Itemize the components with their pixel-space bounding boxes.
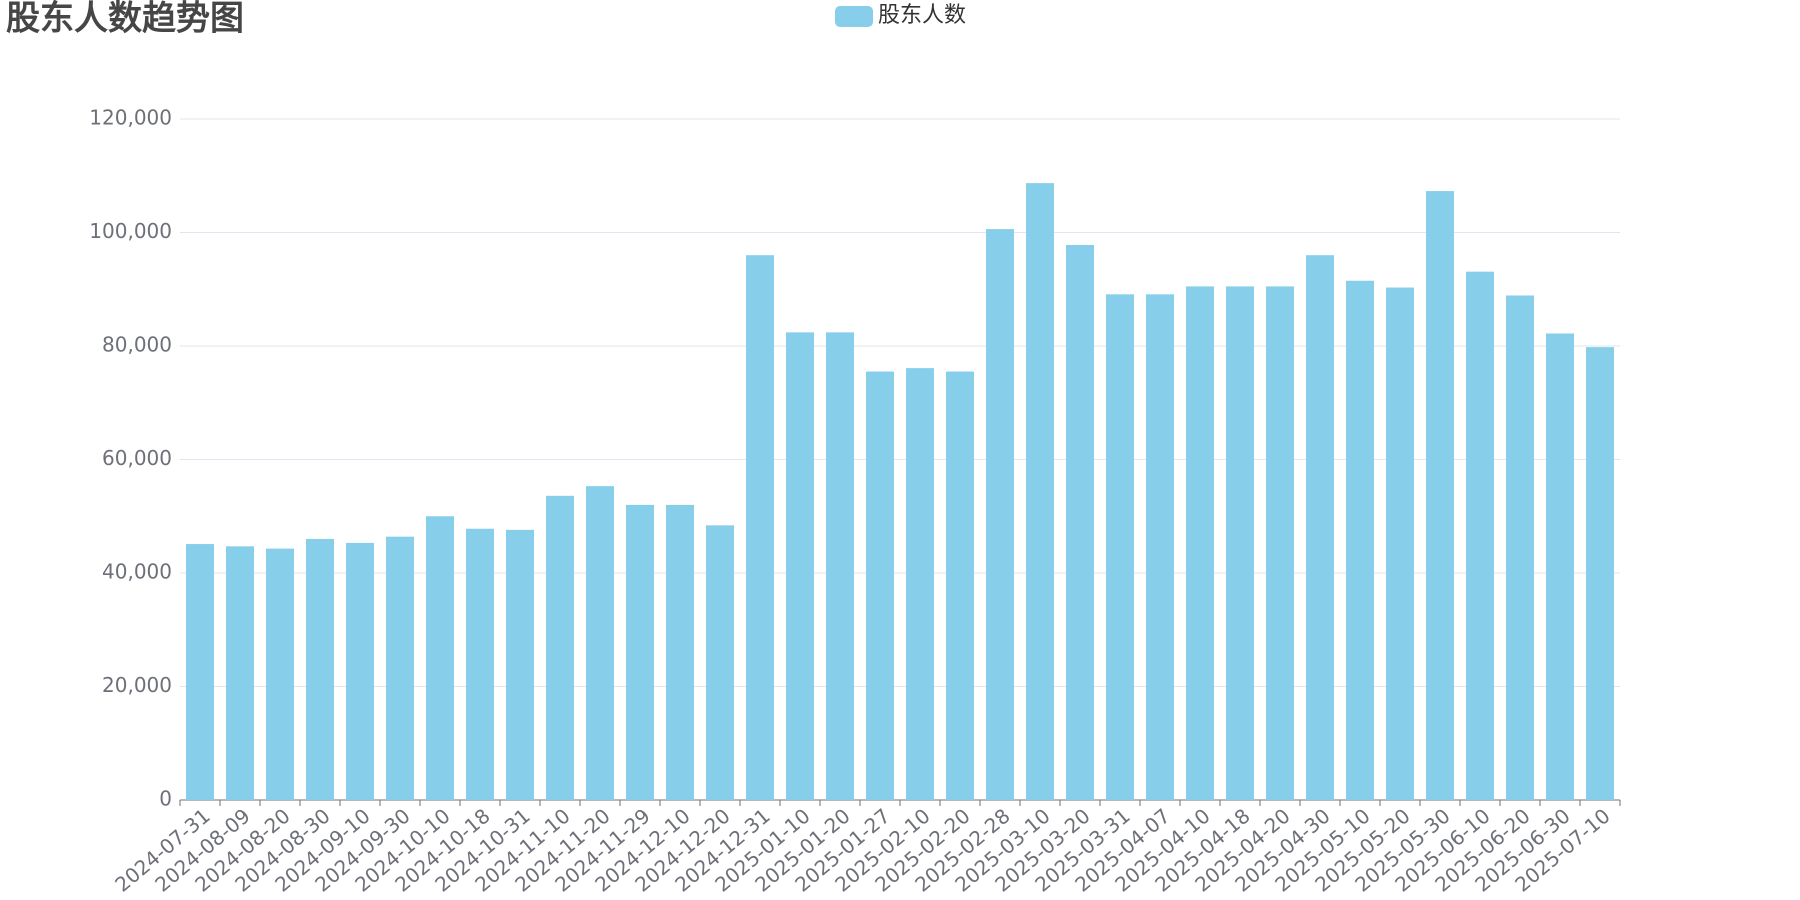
bar bbox=[1146, 294, 1174, 800]
bar bbox=[1586, 347, 1614, 800]
bar bbox=[1106, 294, 1134, 800]
bar bbox=[1066, 244, 1094, 801]
bar bbox=[386, 536, 414, 800]
y-tick-label: 120,000 bbox=[89, 106, 172, 130]
legend-label: 股东人数 bbox=[878, 3, 966, 28]
bar bbox=[1306, 255, 1334, 800]
bar bbox=[506, 529, 534, 800]
y-tick-label: 0 bbox=[159, 787, 172, 811]
y-tick-label: 40,000 bbox=[102, 560, 172, 584]
bar bbox=[866, 371, 894, 800]
bar bbox=[906, 368, 934, 800]
bar bbox=[786, 332, 814, 800]
bar bbox=[466, 528, 494, 800]
bar bbox=[426, 516, 454, 800]
bar bbox=[986, 229, 1014, 801]
bar bbox=[1226, 286, 1254, 801]
y-tick-label: 100,000 bbox=[89, 219, 172, 243]
bar bbox=[546, 495, 574, 800]
bar bbox=[1426, 191, 1454, 800]
bar bbox=[1506, 295, 1534, 800]
bar bbox=[266, 548, 294, 800]
bar bbox=[1026, 183, 1054, 800]
bar bbox=[746, 255, 774, 800]
bar bbox=[186, 544, 214, 800]
bar bbox=[1346, 280, 1374, 800]
y-tick-label: 60,000 bbox=[102, 446, 172, 470]
bar bbox=[1466, 271, 1494, 801]
bar bbox=[1386, 287, 1414, 800]
bar bbox=[706, 525, 734, 800]
bar bbox=[1186, 286, 1214, 801]
bar bbox=[666, 504, 694, 800]
bar bbox=[346, 542, 374, 800]
legend-swatch bbox=[835, 6, 873, 27]
bar bbox=[1546, 333, 1574, 800]
bar bbox=[626, 504, 654, 800]
bar bbox=[946, 371, 974, 800]
bar bbox=[1266, 286, 1294, 801]
bar bbox=[586, 486, 614, 800]
bar bbox=[226, 546, 254, 800]
y-tick-label: 80,000 bbox=[102, 333, 172, 357]
y-tick-label: 20,000 bbox=[102, 673, 172, 697]
bar bbox=[826, 332, 854, 800]
chart-title: 股东人数趋势图 bbox=[6, 0, 244, 39]
bar bbox=[306, 538, 334, 800]
